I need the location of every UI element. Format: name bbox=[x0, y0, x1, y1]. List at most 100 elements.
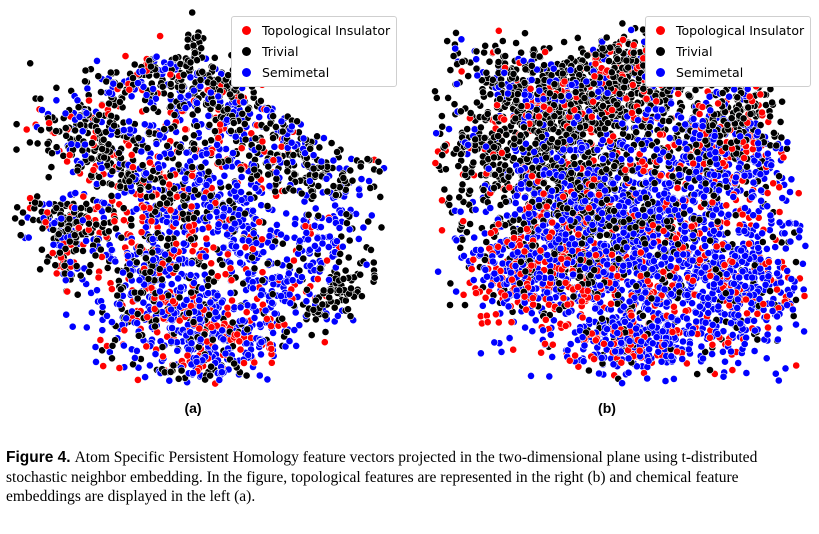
point-trivial bbox=[463, 125, 472, 133]
point-semimetal bbox=[155, 153, 164, 161]
point-topological-insulator bbox=[146, 158, 154, 167]
point-semimetal bbox=[93, 57, 101, 65]
point-trivial bbox=[311, 296, 320, 305]
point-trivial bbox=[190, 49, 199, 57]
point-semimetal bbox=[239, 98, 248, 107]
point-semimetal bbox=[287, 138, 296, 147]
point-semimetal bbox=[167, 280, 176, 288]
point-semimetal bbox=[137, 147, 146, 156]
point-trivial bbox=[306, 144, 315, 153]
point-semimetal bbox=[186, 271, 195, 279]
point-trivial bbox=[258, 276, 267, 285]
point-topological-insulator bbox=[185, 222, 193, 231]
point-topological-insulator bbox=[560, 77, 569, 86]
point-semimetal bbox=[211, 343, 219, 352]
point-semimetal bbox=[302, 297, 311, 306]
point-topological-insulator bbox=[134, 375, 142, 384]
point-semimetal bbox=[154, 164, 163, 172]
point-trivial bbox=[113, 291, 122, 300]
point-trivial bbox=[566, 100, 575, 109]
point-semimetal bbox=[217, 298, 226, 307]
point-semimetal bbox=[243, 301, 252, 310]
point-semimetal bbox=[155, 300, 164, 309]
point-trivial bbox=[466, 220, 474, 228]
point-semimetal bbox=[257, 350, 265, 359]
point-semimetal bbox=[139, 82, 148, 91]
point-topological-insulator bbox=[728, 366, 737, 374]
point-semimetal bbox=[205, 212, 214, 221]
point-semimetal bbox=[192, 357, 201, 366]
point-trivial bbox=[545, 89, 554, 98]
scatter-plot-b bbox=[431, 19, 810, 388]
point-trivial bbox=[170, 111, 179, 119]
point-trivial bbox=[497, 80, 506, 89]
point-semimetal bbox=[220, 204, 228, 213]
point-trivial bbox=[269, 112, 277, 121]
point-topological-insulator bbox=[431, 159, 440, 167]
point-trivial bbox=[77, 204, 85, 212]
point-trivial bbox=[293, 117, 301, 126]
point-topological-insulator bbox=[497, 148, 506, 157]
point-trivial bbox=[85, 205, 94, 214]
point-semimetal bbox=[167, 337, 176, 346]
point-semimetal bbox=[87, 308, 96, 317]
point-trivial bbox=[366, 184, 375, 192]
point-topological-insulator bbox=[124, 141, 133, 150]
point-trivial bbox=[186, 58, 195, 67]
point-semimetal bbox=[204, 111, 213, 120]
point-trivial bbox=[263, 259, 272, 268]
point-trivial bbox=[613, 55, 622, 64]
point-trivial bbox=[100, 153, 108, 162]
point-trivial bbox=[516, 131, 525, 140]
point-semimetal bbox=[111, 257, 120, 266]
point-trivial bbox=[102, 77, 111, 86]
point-trivial bbox=[227, 127, 235, 135]
point-trivial bbox=[494, 132, 502, 140]
point-topological-insulator bbox=[127, 238, 136, 247]
point-trivial bbox=[74, 103, 83, 112]
point-semimetal bbox=[122, 314, 130, 323]
point-semimetal bbox=[174, 274, 182, 283]
point-semimetal bbox=[331, 201, 339, 210]
point-semimetal bbox=[125, 259, 134, 268]
point-trivial bbox=[164, 234, 173, 243]
point-trivial bbox=[179, 70, 188, 79]
point-trivial bbox=[105, 99, 113, 108]
point-trivial bbox=[632, 128, 641, 137]
point-trivial bbox=[127, 215, 135, 223]
point-trivial bbox=[104, 140, 113, 149]
point-semimetal bbox=[184, 91, 193, 100]
point-semimetal bbox=[214, 220, 223, 229]
point-trivial bbox=[325, 293, 334, 302]
point-trivial bbox=[163, 199, 171, 208]
point-topological-insulator bbox=[223, 303, 232, 312]
point-trivial bbox=[172, 262, 181, 271]
point-trivial bbox=[461, 164, 470, 173]
point-trivial bbox=[240, 120, 249, 128]
point-trivial bbox=[197, 163, 206, 171]
point-trivial bbox=[315, 143, 324, 152]
point-topological-insulator bbox=[183, 351, 192, 360]
point-trivial bbox=[467, 168, 476, 177]
point-trivial bbox=[367, 245, 375, 254]
point-trivial bbox=[346, 166, 355, 175]
point-semimetal bbox=[91, 343, 100, 351]
point-semimetal bbox=[250, 313, 259, 322]
point-semimetal bbox=[325, 232, 334, 241]
point-trivial bbox=[72, 262, 81, 270]
point-semimetal bbox=[213, 140, 221, 149]
point-trivial bbox=[218, 260, 227, 269]
point-trivial bbox=[485, 57, 494, 66]
point-trivial bbox=[339, 174, 348, 182]
point-trivial bbox=[198, 67, 207, 76]
point-semimetal bbox=[285, 337, 294, 345]
point-semimetal bbox=[141, 373, 149, 381]
point-topological-insulator bbox=[619, 35, 627, 44]
point-trivial bbox=[180, 201, 189, 210]
point-topological-insulator bbox=[121, 52, 130, 60]
point-semimetal bbox=[527, 371, 535, 380]
point-trivial bbox=[145, 128, 153, 137]
point-trivial bbox=[472, 64, 481, 73]
point-semimetal bbox=[255, 320, 264, 329]
point-semimetal bbox=[242, 339, 251, 348]
